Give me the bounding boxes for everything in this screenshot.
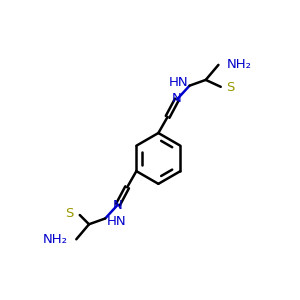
Text: HN: HN (106, 215, 126, 228)
Text: NH₂: NH₂ (43, 233, 68, 246)
Text: N: N (113, 199, 123, 212)
Text: S: S (66, 207, 74, 220)
Text: S: S (226, 82, 235, 94)
Text: N: N (172, 92, 182, 105)
Text: HN: HN (169, 76, 188, 89)
Text: NH₂: NH₂ (226, 58, 251, 71)
